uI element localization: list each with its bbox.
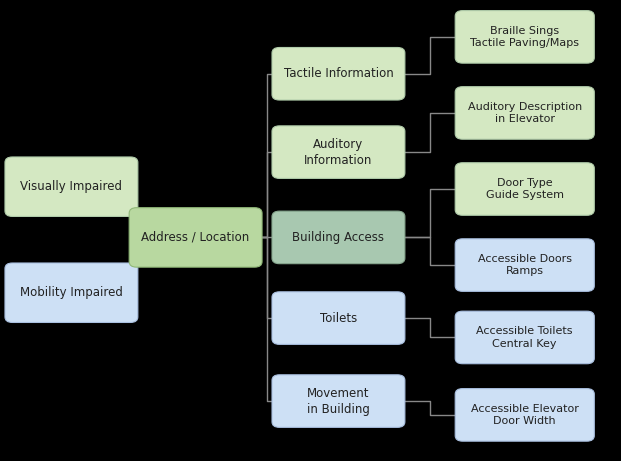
Text: Braille Sings
Tactile Paving/Maps: Braille Sings Tactile Paving/Maps xyxy=(470,26,579,48)
Text: Accessible Toilets
Central Key: Accessible Toilets Central Key xyxy=(476,326,573,349)
FancyBboxPatch shape xyxy=(5,157,138,217)
Text: Auditory Description
in Elevator: Auditory Description in Elevator xyxy=(468,102,582,124)
Text: Accessible Doors
Ramps: Accessible Doors Ramps xyxy=(478,254,572,276)
FancyBboxPatch shape xyxy=(272,47,405,100)
Text: Building Access: Building Access xyxy=(292,231,384,244)
Text: Address / Location: Address / Location xyxy=(142,231,250,244)
FancyBboxPatch shape xyxy=(455,11,594,63)
FancyBboxPatch shape xyxy=(455,163,594,215)
FancyBboxPatch shape xyxy=(129,207,262,267)
FancyBboxPatch shape xyxy=(455,87,594,139)
FancyBboxPatch shape xyxy=(272,211,405,264)
FancyBboxPatch shape xyxy=(5,263,138,323)
Text: Movement
in Building: Movement in Building xyxy=(307,387,370,415)
Text: Door Type
Guide System: Door Type Guide System xyxy=(486,178,564,200)
Text: Auditory
Information: Auditory Information xyxy=(304,138,373,166)
Text: Mobility Impaired: Mobility Impaired xyxy=(20,286,123,299)
FancyBboxPatch shape xyxy=(272,375,405,427)
Text: Tactile Information: Tactile Information xyxy=(284,67,393,80)
FancyBboxPatch shape xyxy=(272,126,405,178)
Text: Accessible Elevator
Door Width: Accessible Elevator Door Width xyxy=(471,404,579,426)
FancyBboxPatch shape xyxy=(455,389,594,441)
Text: Visually Impaired: Visually Impaired xyxy=(20,180,122,193)
FancyBboxPatch shape xyxy=(272,292,405,344)
FancyBboxPatch shape xyxy=(455,311,594,364)
Text: Toilets: Toilets xyxy=(320,312,357,325)
FancyBboxPatch shape xyxy=(455,239,594,291)
